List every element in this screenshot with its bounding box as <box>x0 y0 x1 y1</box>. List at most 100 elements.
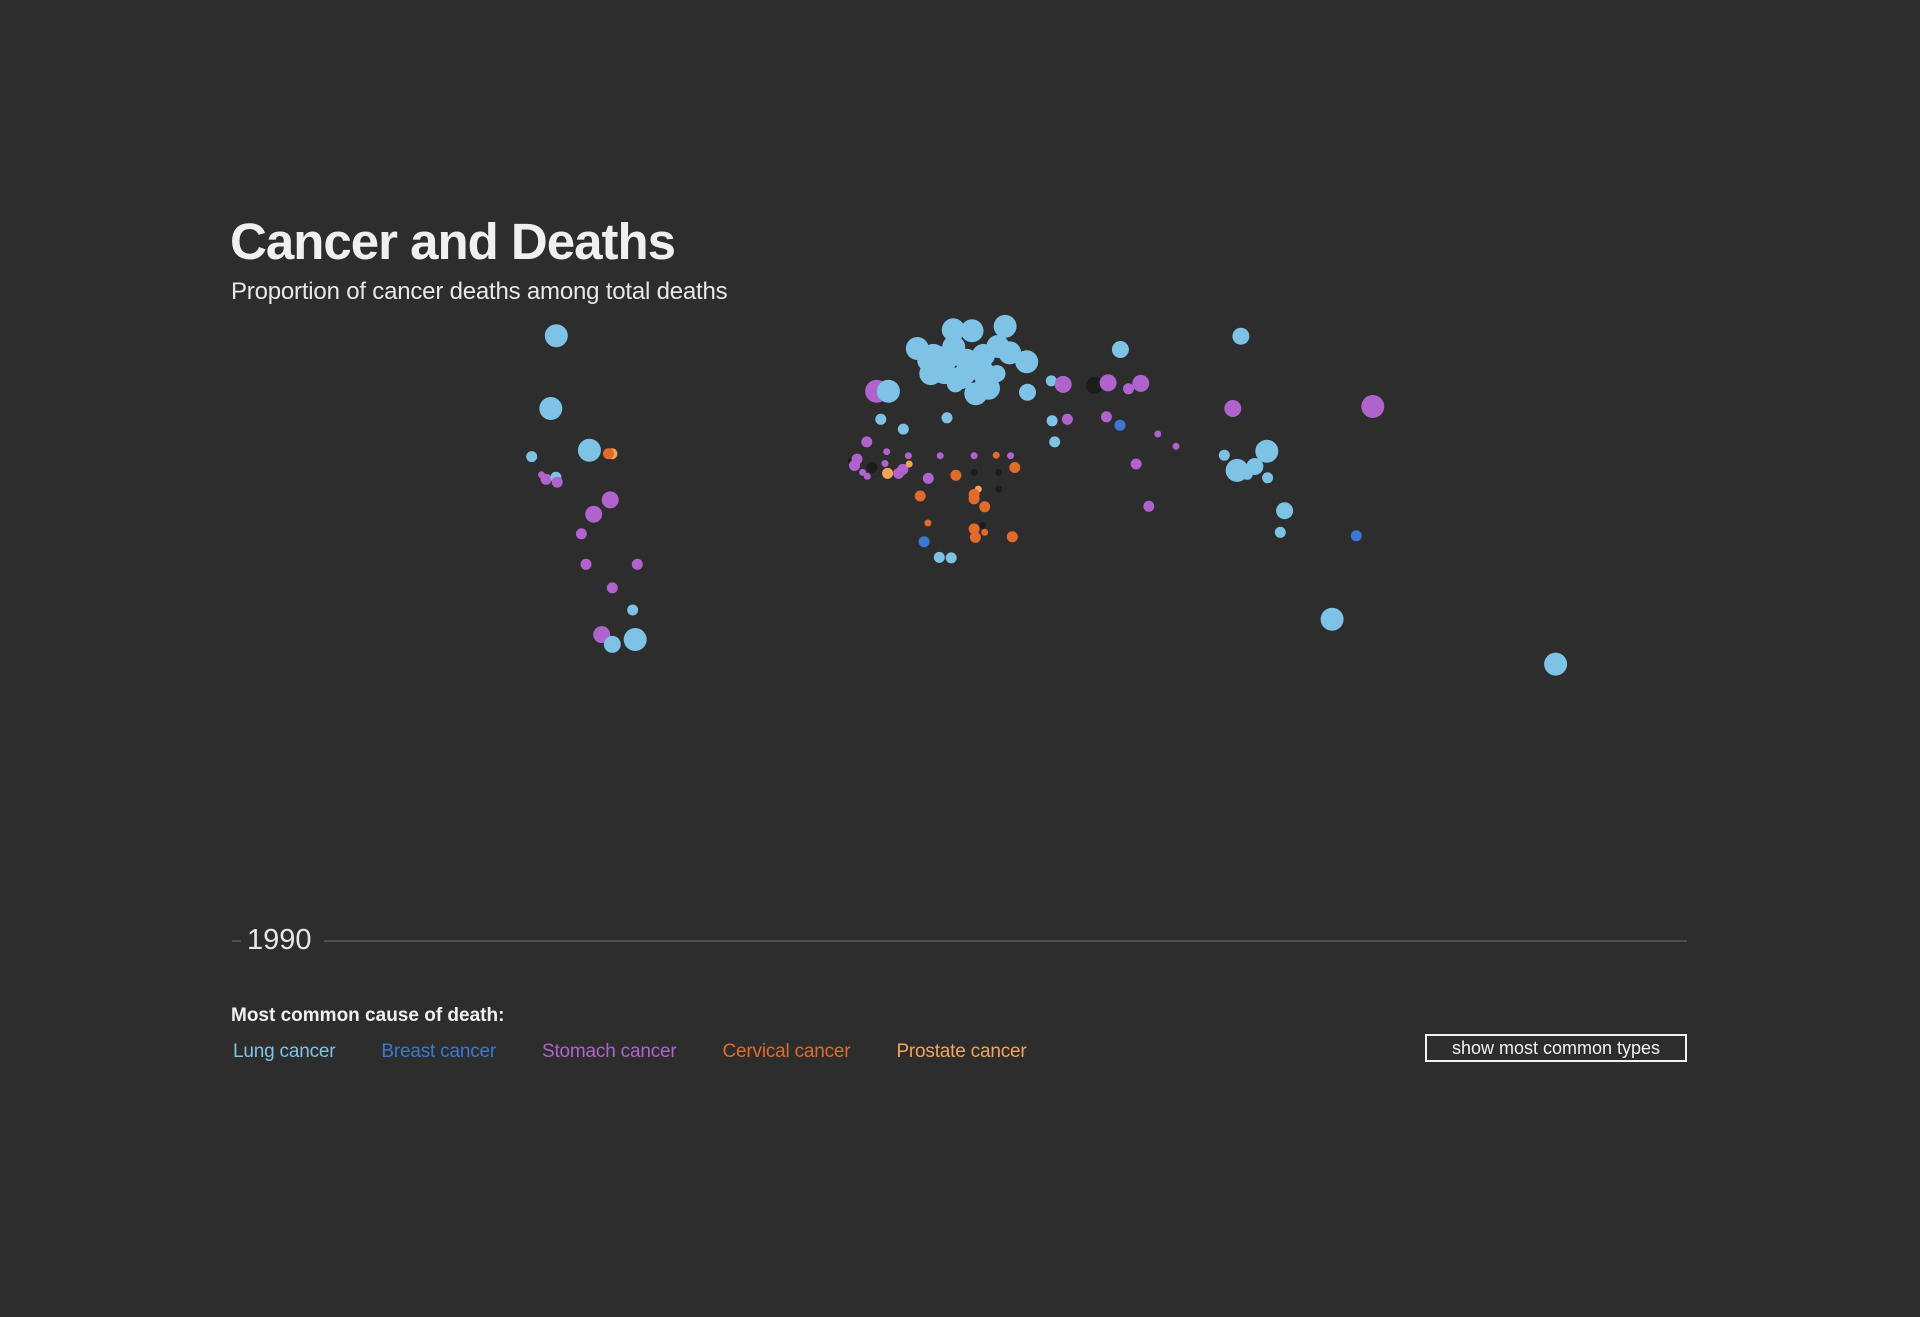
bubble-no_data-104[interactable] <box>995 485 1003 493</box>
timeline-year[interactable]: 1990 <box>247 924 312 956</box>
bubble-stomach-88[interactable] <box>859 468 867 476</box>
bubble-stomach-11[interactable] <box>585 505 603 523</box>
bubble-lung-47[interactable] <box>941 412 953 424</box>
bubble-stomach-58[interactable] <box>1123 383 1134 395</box>
bubble-lung-54[interactable] <box>1049 436 1061 448</box>
bubble-lung-48[interactable] <box>875 413 887 425</box>
bubble-lung-73[interactable] <box>1241 468 1253 480</box>
legend-item-cervical[interactable]: Cervical cancer <box>722 1041 851 1062</box>
bubble-lung-46[interactable] <box>1019 383 1036 401</box>
bubble-lung-31[interactable] <box>971 343 995 367</box>
bubble-no_data-100[interactable] <box>995 468 1003 476</box>
legend-item-breast[interactable]: Breast cancer <box>381 1041 496 1062</box>
bubble-cervical-108[interactable] <box>979 501 991 513</box>
bubble-no_data-55[interactable] <box>1086 376 1104 394</box>
bubble-prostate-90[interactable] <box>882 467 894 479</box>
bubble-stomach-82[interactable] <box>904 452 912 460</box>
bubble-stomach-13[interactable] <box>580 558 592 570</box>
bubble-lung-19[interactable] <box>623 628 647 651</box>
bubble-cervical-96[interactable] <box>950 469 962 481</box>
bubble-lung-117[interactable] <box>945 552 957 564</box>
bubble-no_data-98[interactable] <box>970 468 978 476</box>
bubble-lung-57[interactable] <box>1111 341 1129 358</box>
bubble-cervical-110[interactable] <box>968 523 980 535</box>
bubble-cervical-114[interactable] <box>1006 531 1018 543</box>
bubble-stomach-10[interactable] <box>601 491 619 509</box>
bubble-lung-49[interactable] <box>897 423 909 435</box>
bubble-lung-45[interactable] <box>964 382 988 406</box>
bubble-lung-16[interactable] <box>627 604 639 616</box>
bubble-cervical-105[interactable] <box>914 490 926 502</box>
bubble-stomach-97[interactable] <box>970 452 978 460</box>
bubble-stomach-14[interactable] <box>631 558 643 570</box>
bubble-lung-76[interactable] <box>1274 526 1286 538</box>
bubble-stomach-51[interactable] <box>1054 375 1072 393</box>
bubble-no_data-86[interactable] <box>866 462 878 473</box>
bubble-lung-53[interactable] <box>1046 415 1058 427</box>
bubble-stomach-85[interactable] <box>849 460 860 471</box>
bubble-cervical-107[interactable] <box>968 493 980 505</box>
legend-item-prostate[interactable]: Prostate cancer <box>896 1041 1027 1062</box>
bubble-prostate-93[interactable] <box>905 460 913 468</box>
bubble-lung-78[interactable] <box>1320 607 1344 631</box>
bubble-lung-22[interactable] <box>993 314 1017 338</box>
bubble-lung-70[interactable] <box>1255 439 1279 463</box>
bubble-lung-33[interactable] <box>1015 350 1039 374</box>
bubble-stomach-66[interactable] <box>1224 400 1242 417</box>
bubble-stomach-94[interactable] <box>922 472 934 484</box>
bubble-stomach-52[interactable] <box>1061 413 1073 425</box>
bubble-lung-18[interactable] <box>603 635 621 653</box>
bubble-cervical-102[interactable] <box>1009 462 1021 473</box>
bubble-no_data-111[interactable] <box>979 522 987 529</box>
bubble-stomach-64[interactable] <box>1130 458 1142 470</box>
bubble-stomach-63[interactable] <box>1172 442 1180 450</box>
bubble-stomach-89[interactable] <box>863 472 871 480</box>
bubble-lung-68[interactable] <box>1232 327 1250 345</box>
bubble-cervical-109[interactable] <box>924 519 932 527</box>
bubble-stomach-95[interactable] <box>936 452 944 460</box>
bubble-stomach-7[interactable] <box>540 473 552 485</box>
bubble-lung-1[interactable] <box>539 397 563 420</box>
legend: Lung cancer Breast cancer Stomach cancer… <box>233 1041 1073 1063</box>
bubble-stomach-87[interactable] <box>881 460 889 467</box>
bubble-lung-40[interactable] <box>946 375 964 393</box>
bubble-stomach-80[interactable] <box>861 436 873 448</box>
legend-item-stomach[interactable]: Stomach cancer <box>542 1041 677 1062</box>
bubble-cervical-113[interactable] <box>969 531 981 543</box>
bubble-lung-79[interactable] <box>1544 652 1568 676</box>
bubble-lung-3[interactable] <box>577 438 601 462</box>
bubble-lung-116[interactable] <box>933 551 945 563</box>
bubble-breast-61[interactable] <box>1114 419 1126 431</box>
bubble-lung-75[interactable] <box>1276 502 1294 520</box>
bubble-breast-115[interactable] <box>918 536 930 548</box>
bubble-stomach-62[interactable] <box>1154 430 1162 438</box>
bubble-lung-74[interactable] <box>1262 472 1274 484</box>
bubble-lung-20[interactable] <box>941 318 965 342</box>
bubble-lung-21[interactable] <box>960 319 984 343</box>
bubble-stomach-101[interactable] <box>1007 452 1015 460</box>
bubble-breast-77[interactable] <box>1350 530 1362 542</box>
bubble-stomach-60[interactable] <box>1100 411 1112 423</box>
show-most-common-types-button[interactable]: show most common types <box>1425 1034 1687 1062</box>
bubble-lung-2[interactable] <box>526 451 538 463</box>
bubble-cervical-112[interactable] <box>981 528 989 536</box>
bubble-lung-44[interactable] <box>876 379 900 403</box>
bubble-stomach-56[interactable] <box>1099 374 1117 392</box>
bubble-lung-32[interactable] <box>998 341 1022 365</box>
bubble-lung-0[interactable] <box>544 324 568 348</box>
bubble-stomach-81[interactable] <box>883 448 891 456</box>
bubble-cervical-99[interactable] <box>992 451 1000 459</box>
bubble-stomach-59[interactable] <box>1132 374 1150 392</box>
bubble-stomach-67[interactable] <box>1361 395 1385 418</box>
bubble-lung-69[interactable] <box>1218 449 1230 461</box>
bubble-stomach-65[interactable] <box>1143 500 1155 512</box>
bubble-stomach-12[interactable] <box>575 528 587 540</box>
bubble-cervical-5[interactable] <box>603 448 614 460</box>
bubble-lung-50[interactable] <box>1045 375 1057 387</box>
legend-item-lung[interactable]: Lung cancer <box>233 1041 336 1062</box>
bubble-stomach-15[interactable] <box>606 582 618 594</box>
bubble-stomach-92[interactable] <box>897 463 909 475</box>
bubble-stomach-9[interactable] <box>551 476 563 488</box>
